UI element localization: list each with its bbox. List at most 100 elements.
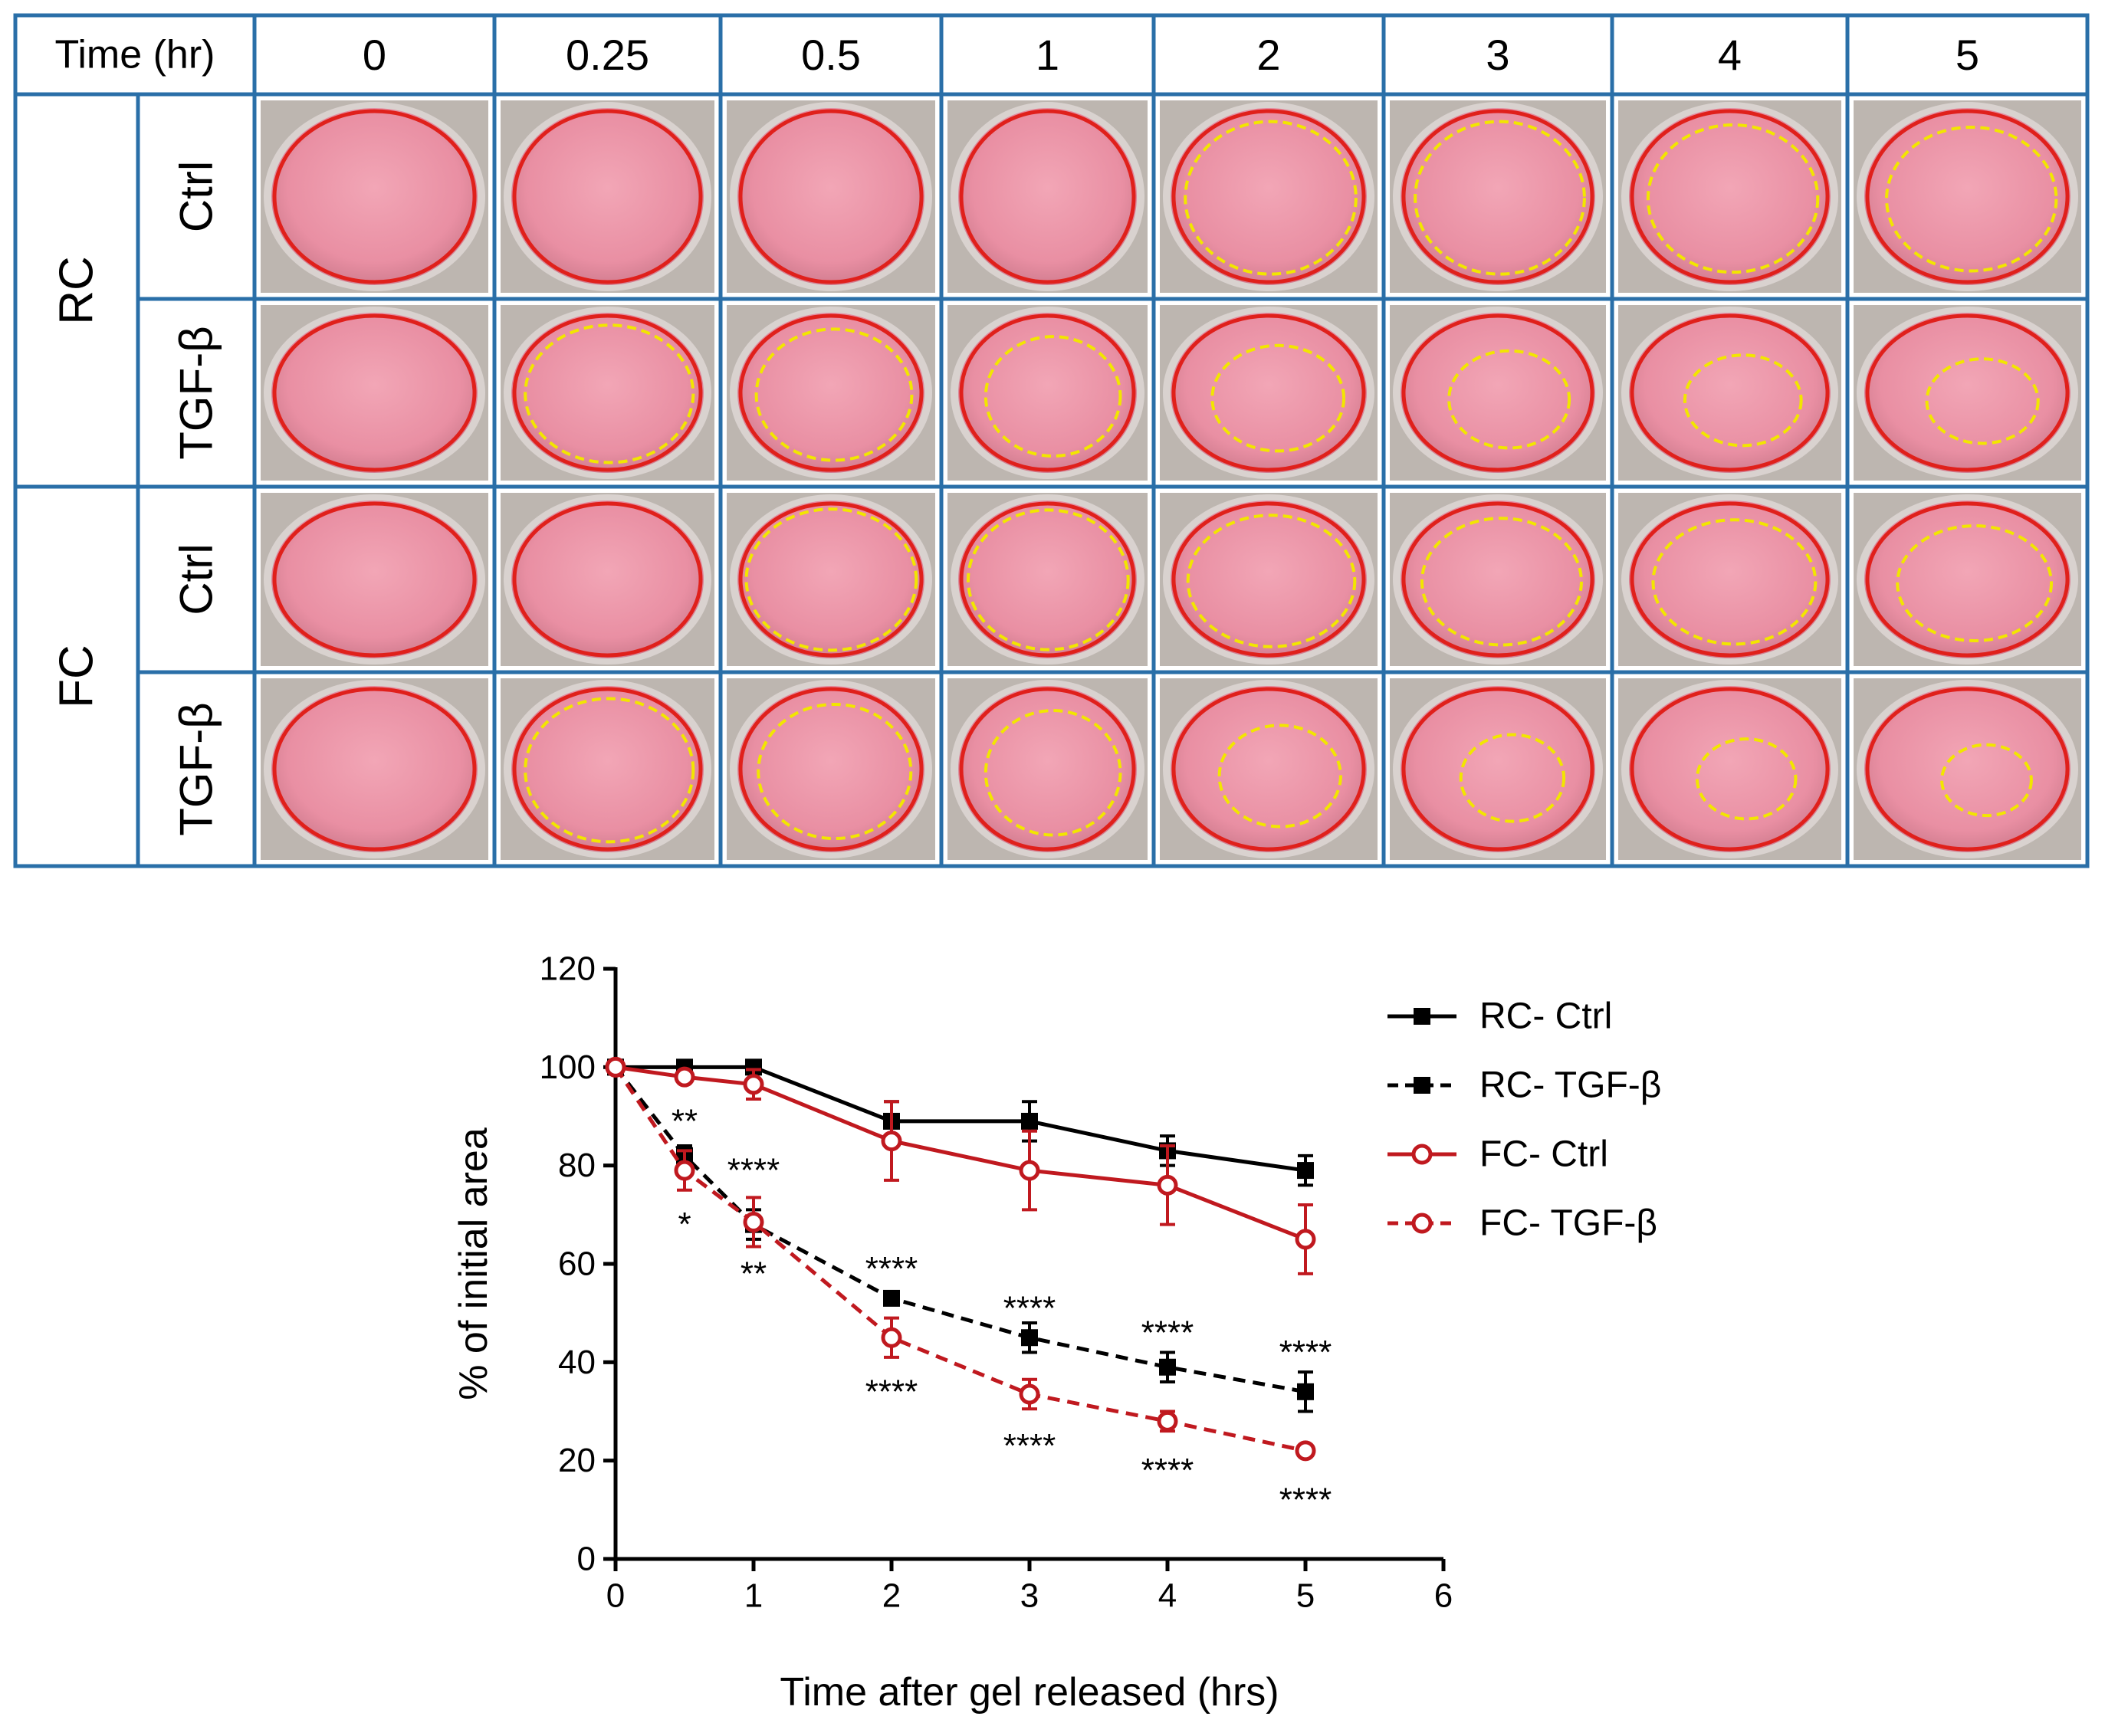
contraction-outline	[1459, 733, 1566, 823]
time-point-label: 2	[1256, 31, 1280, 79]
grid-outer-border	[13, 13, 2090, 868]
data-point	[674, 1066, 695, 1088]
legend-label: RC- TGF-β	[1479, 1065, 1661, 1106]
group-label: RC	[51, 256, 103, 325]
legend-marker	[1411, 1213, 1433, 1234]
gel-outline	[1401, 313, 1594, 472]
contraction-outline	[1210, 343, 1346, 453]
gel-well-photo	[501, 678, 714, 860]
gel-outline	[1171, 313, 1366, 472]
dish	[511, 500, 704, 658]
gel-outline	[1630, 501, 1830, 658]
gel-well-photo	[1618, 678, 1841, 860]
gel-outline	[512, 313, 703, 472]
gel-well-photo	[1160, 305, 1378, 481]
significance-label: *	[678, 1206, 691, 1243]
data-point	[743, 1211, 764, 1232]
gel-outline	[738, 687, 924, 852]
group-label: FC	[51, 645, 103, 708]
gel-well-photo	[727, 678, 935, 860]
gel-well-photo	[947, 678, 1148, 860]
contraction-outline	[754, 327, 914, 462]
gel-outline	[959, 501, 1136, 658]
gel-well-photo	[1390, 493, 1606, 666]
x-tick-label: 0	[606, 1577, 625, 1615]
series-line	[614, 1065, 1306, 1394]
dish	[1171, 686, 1367, 852]
gel-well-photo	[727, 305, 935, 481]
contraction-outline	[524, 697, 695, 844]
gel-outline	[1630, 109, 1830, 284]
data-point	[743, 1074, 764, 1095]
y-tick-label: 100	[540, 1048, 596, 1086]
dish	[1401, 108, 1595, 285]
legend-marker	[1414, 1008, 1430, 1025]
series-line	[613, 1065, 1306, 1453]
contraction-outline	[966, 508, 1130, 651]
contraction-outline	[984, 335, 1122, 458]
data-point	[1157, 1174, 1178, 1196]
x-tick-label: 2	[882, 1577, 901, 1615]
dish	[1864, 686, 2071, 852]
x-tick-label: 3	[1020, 1577, 1039, 1615]
time-point-label: 0	[363, 31, 386, 79]
contraction-outline	[744, 507, 918, 652]
contraction-outline	[1447, 349, 1571, 450]
dish	[1401, 500, 1595, 658]
data-point	[1297, 1383, 1314, 1400]
gel-outline	[1171, 687, 1366, 852]
data-point	[1021, 1329, 1038, 1347]
data-point	[1297, 1162, 1314, 1180]
dish	[1629, 500, 1831, 658]
gel-outline	[272, 109, 477, 284]
gel-outline	[512, 109, 703, 284]
x-tick-label: 6	[1434, 1577, 1453, 1615]
gel-outline	[1865, 109, 2070, 284]
dish	[1864, 108, 2071, 285]
significance-label: ****	[1003, 1427, 1056, 1465]
significance-label: **	[672, 1102, 698, 1140]
gel-well-photo	[1160, 493, 1378, 666]
gel-outline	[272, 313, 477, 472]
y-tick-label: 120	[540, 950, 596, 988]
dish	[1864, 313, 2071, 473]
time-point-label: 3	[1486, 31, 1509, 79]
y-axis-title: % of initial area	[452, 1127, 496, 1400]
data-point	[881, 1131, 902, 1152]
contraction-outline	[1414, 120, 1586, 276]
row-label: Ctrl	[171, 161, 222, 232]
significance-label: ****	[727, 1152, 780, 1190]
dish	[271, 686, 478, 852]
dish	[958, 313, 1137, 473]
gel-outline	[1401, 687, 1594, 852]
dish	[737, 500, 924, 658]
gel-well-photo	[1390, 100, 1606, 293]
gel-well-photo	[947, 100, 1148, 293]
dish	[271, 313, 478, 473]
gel-well-photo	[1618, 100, 1841, 293]
data-point	[883, 1289, 900, 1307]
legend-marker	[1411, 1144, 1433, 1165]
series-line	[615, 1065, 1306, 1242]
contraction-outline	[1420, 517, 1583, 647]
significance-label: **	[741, 1255, 767, 1292]
gel-well-photo	[1390, 678, 1606, 860]
row-label: TGF-β	[171, 326, 222, 459]
significance-label: ****	[1141, 1314, 1194, 1351]
dish	[1171, 500, 1367, 658]
x-axis-title: Time after gel released (hrs)	[780, 1670, 1279, 1715]
data-point	[674, 1160, 695, 1181]
dish	[1629, 108, 1831, 285]
time-point-label: 4	[1718, 31, 1742, 79]
contraction-outline	[757, 702, 913, 841]
grid-borders	[13, 13, 2090, 868]
dish	[511, 108, 704, 285]
legend-label: FC- Ctrl	[1479, 1134, 1608, 1175]
contraction-outline	[1885, 125, 2058, 273]
gel-well-photo	[1160, 100, 1378, 293]
contraction-outline	[1646, 123, 1820, 274]
gel-outline	[1171, 501, 1366, 658]
gel-outline	[959, 109, 1136, 284]
legend-label: RC- Ctrl	[1479, 996, 1612, 1037]
